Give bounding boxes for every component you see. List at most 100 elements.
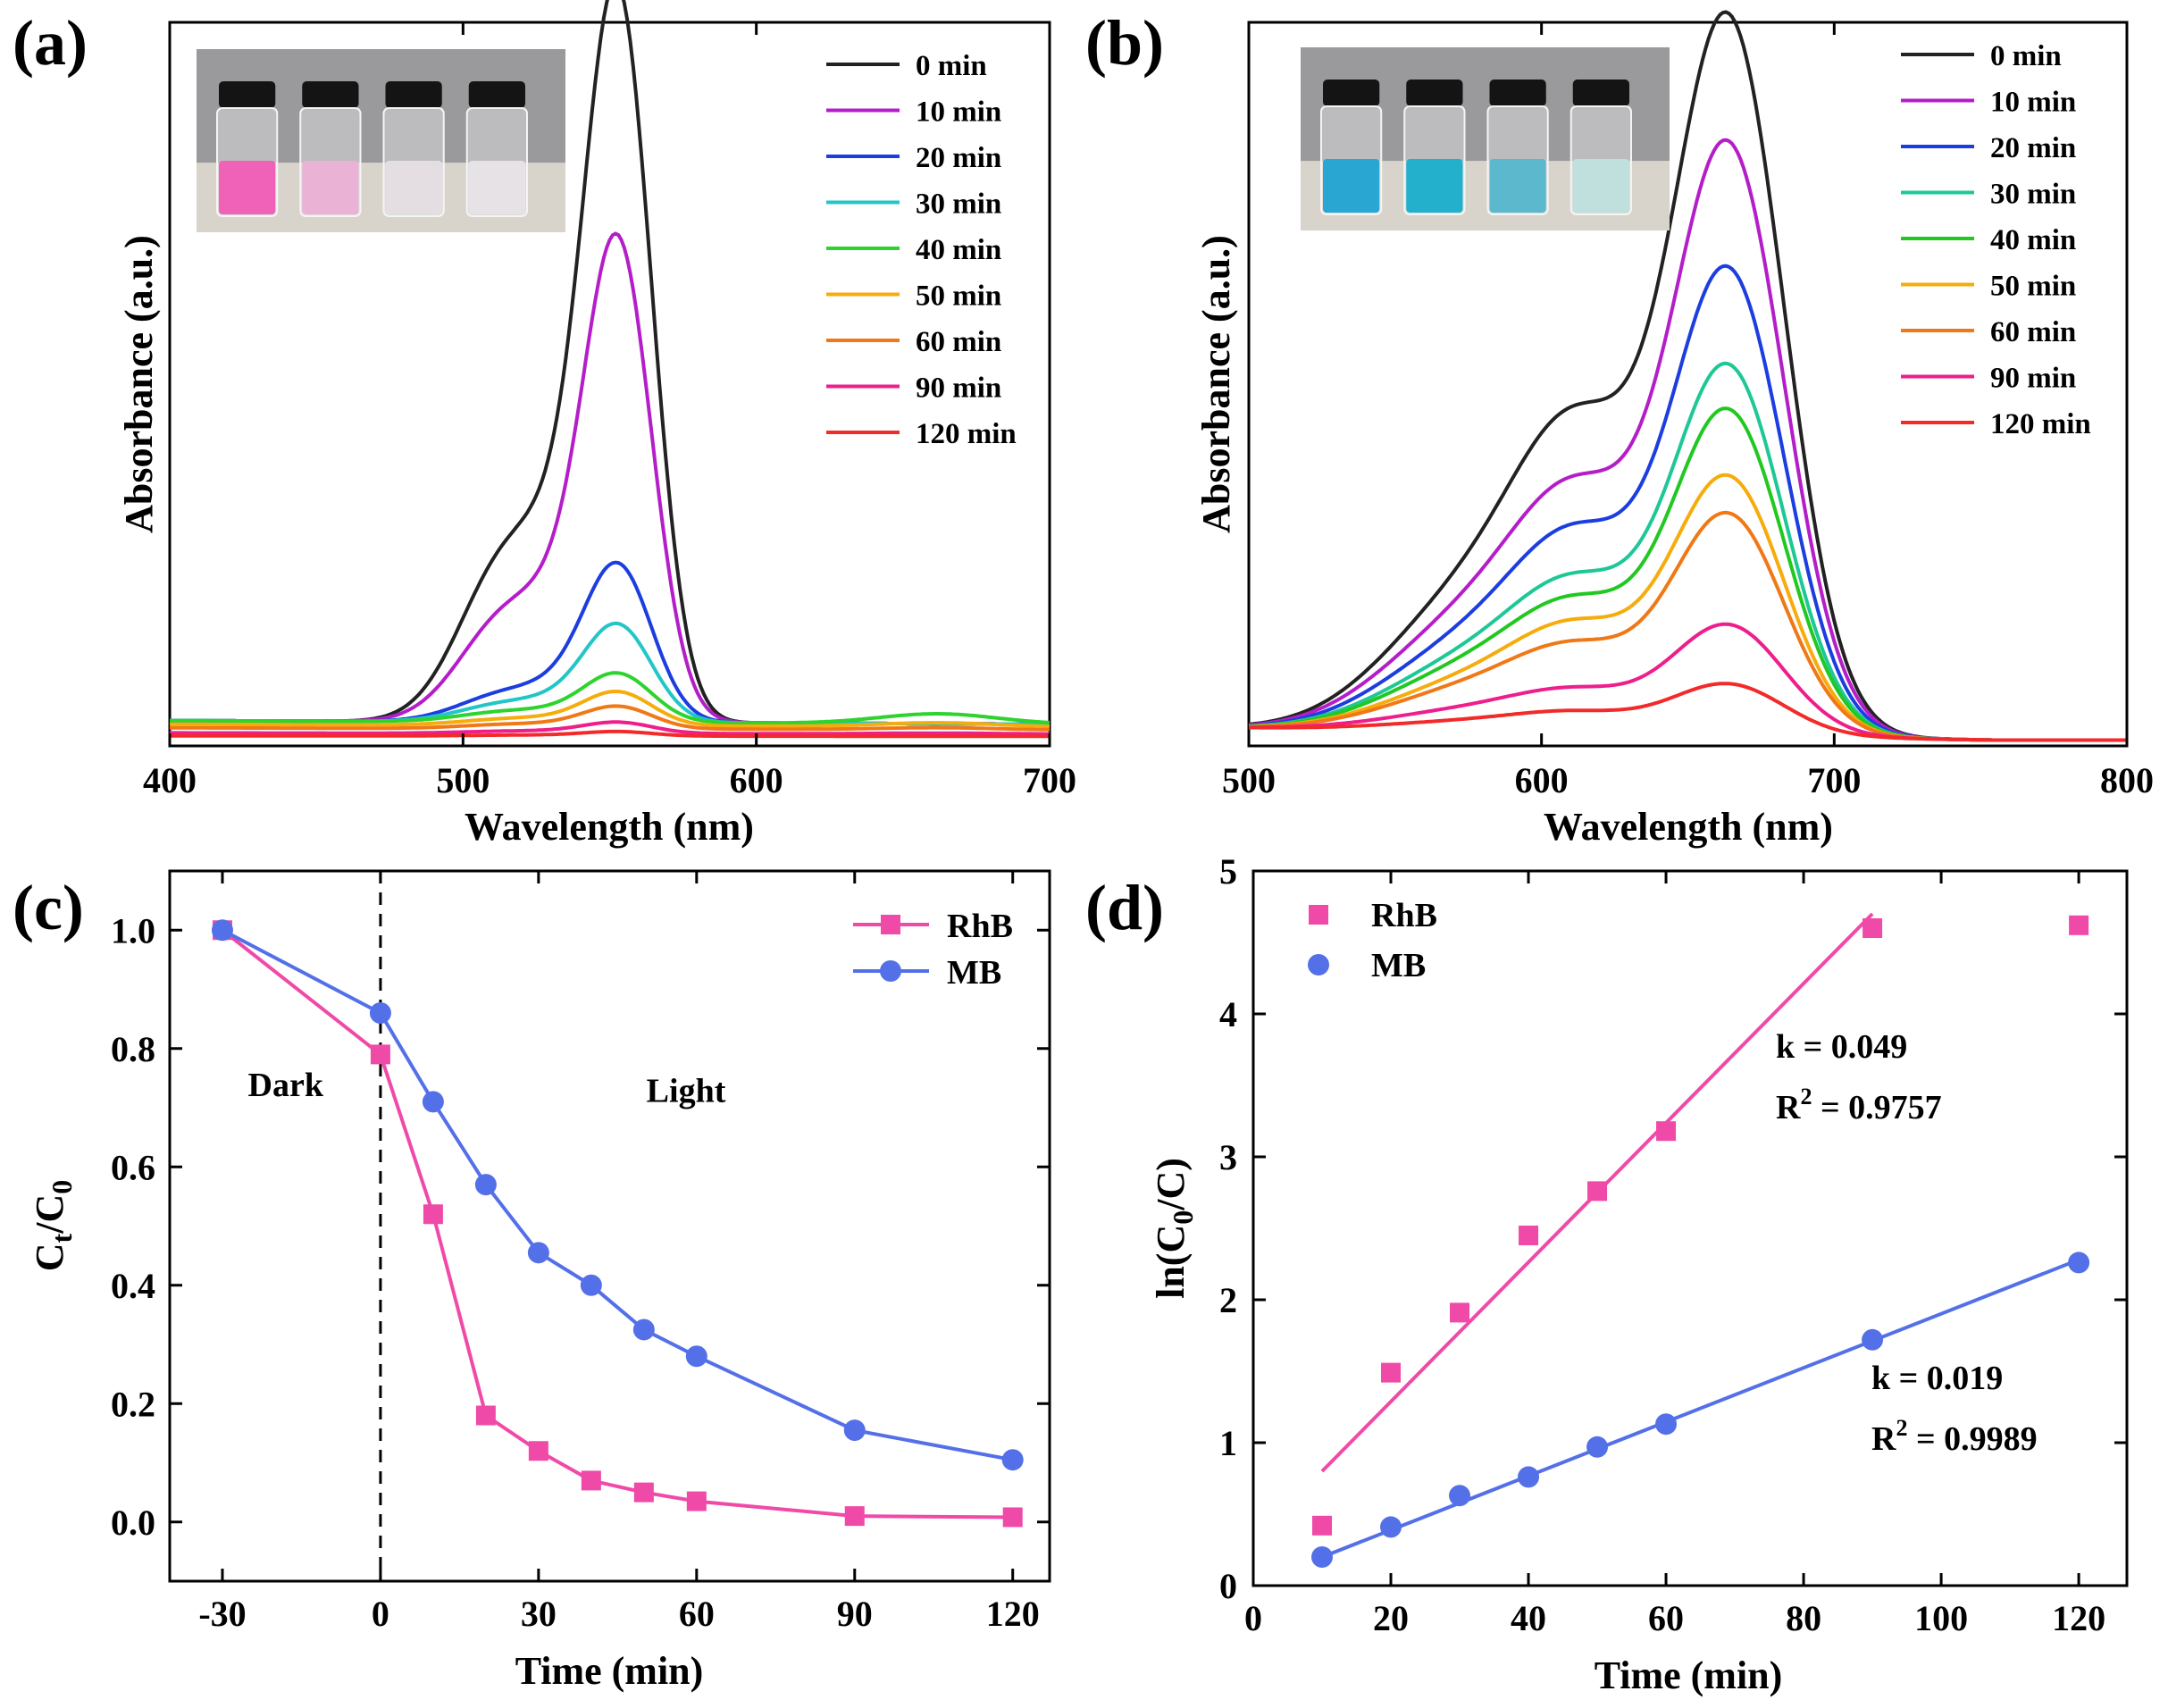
spectrum-curve-20-min [169, 560, 1050, 726]
r2-superscript: 2 [1800, 1084, 1812, 1109]
legend-entry-label: 90 min [1990, 363, 2076, 395]
panel-c-plot-frame [168, 869, 1051, 1583]
data-point-RhB [370, 1044, 390, 1065]
y-tick-label: 0.0 [111, 1503, 155, 1543]
legend-marker-MB [1308, 954, 1329, 975]
legend-entry-label: 60 min [1990, 316, 2076, 348]
panel-d-legend: RhB MB [1308, 897, 1437, 984]
panel-c-y-axis-label: Ct/C0 [28, 1180, 78, 1271]
series-line-RhB [221, 928, 1013, 1520]
data-point-RhB [1862, 918, 1883, 938]
x-tick-label: 20 [1373, 1598, 1409, 1638]
panel-a-y-axis-label: Absorbance (a.u.) [117, 235, 161, 533]
panel-c-series [211, 919, 1024, 1528]
panel-b-plot-frame [1247, 21, 2129, 748]
fit-r2-label-RhB: R2 = 0.9757 [1776, 1084, 1942, 1126]
panel-c-y-label-main: C [28, 1243, 71, 1271]
legend-entry-label: 60 min [916, 326, 1001, 358]
data-point-RhB [1312, 1515, 1333, 1536]
data-point-RhB [528, 1441, 548, 1461]
legend-entry-label: 40 min [1990, 224, 2076, 256]
vial-cap [385, 81, 442, 108]
spectrum-curve-120-min [1249, 682, 2127, 742]
panel-c-annotations: Dark Light [248, 1067, 726, 1110]
data-point-MB [632, 1319, 655, 1341]
vial-cap [1406, 80, 1463, 106]
spectrum-curve-120-min [170, 729, 1050, 739]
legend-entry-label: 20 min [1990, 132, 2076, 164]
panel-c-x-ticks: -30 0 30 60 90 120 [198, 871, 1040, 1634]
panel-d-fit-lines [1320, 912, 2080, 1559]
y-tick-label: 0.6 [111, 1147, 155, 1187]
y-tick-label: 5 [1219, 851, 1237, 892]
fit-line-MB [1321, 1258, 2080, 1559]
data-point-MB [1518, 1466, 1540, 1488]
panel-c-y-label-slash: /C [28, 1194, 71, 1235]
panel-d-y-label-pre: ln(C [1149, 1225, 1193, 1299]
legend-entry-label: 120 min [1990, 408, 2091, 440]
data-point-RhB [1450, 1302, 1470, 1323]
data-point-MB [2068, 1252, 2090, 1274]
panel-c-y-ticks: 0.0 0.2 0.4 0.6 0.8 1.0 [111, 910, 1050, 1543]
panel-d-x-ticks: 0 20 40 60 80 100 120 [1244, 871, 2105, 1638]
legend-marker-RhB [881, 915, 900, 934]
panel-d-plot-frame [1251, 869, 2129, 1587]
data-point-RhB [475, 1405, 496, 1426]
vial-solution [1489, 159, 1546, 213]
data-point-RhB [2069, 915, 2089, 935]
data-point-MB [1655, 1413, 1678, 1436]
vial-cap [302, 81, 359, 108]
spectrum-curve-90-min [170, 720, 1050, 736]
r2-letter: R [1871, 1420, 1896, 1458]
panel-b-x-axis-label: Wavelength (nm) [1544, 805, 1833, 849]
vial-solution [219, 161, 276, 214]
x-tick-label: 60 [1648, 1598, 1684, 1638]
panel-c-label: (c) [13, 872, 84, 943]
y-tick-label: 2 [1219, 1280, 1237, 1320]
x-tick-label: 500 [1222, 760, 1276, 800]
data-point-RhB [686, 1491, 707, 1511]
annotation-dark: Dark [248, 1067, 324, 1104]
data-point-MB [369, 1002, 391, 1024]
vial-solution [1323, 159, 1380, 213]
vial-cap [468, 81, 525, 108]
x-tick-label: 100 [1914, 1598, 1968, 1638]
data-point-RhB [633, 1482, 654, 1503]
fit-k-label-MB: k = 0.019 [1871, 1360, 2003, 1397]
series-line-MB [222, 928, 1014, 1462]
data-point-MB [1449, 1485, 1471, 1507]
x-tick-label: 0 [372, 1594, 389, 1634]
x-tick-label: 600 [1515, 760, 1569, 800]
data-point-RhB [581, 1470, 601, 1491]
x-tick-label: 700 [1807, 760, 1861, 800]
panel-c-x-axis-label: Time (min) [515, 1649, 704, 1693]
panel-c-y-label-sub-t: t [46, 1233, 78, 1243]
x-tick-label: 40 [1511, 1598, 1546, 1638]
vial-cap [1572, 80, 1629, 106]
panel-c-y-label-sub-0: 0 [46, 1180, 78, 1194]
panel-a-x-axis-label: Wavelength (nm) [465, 805, 754, 849]
x-tick-label: 500 [436, 760, 490, 800]
panel-b: (b) 0 min 10 min 20 min 30 min 40 min 50 min 6… [1085, 7, 2154, 849]
data-point-MB [843, 1419, 866, 1442]
data-point-RhB [423, 1204, 443, 1225]
legend-marker-MB [880, 960, 901, 982]
x-tick-label: 400 [143, 760, 197, 800]
x-tick-label: 120 [2052, 1598, 2105, 1638]
legend-entry-label: 40 min [916, 234, 1001, 266]
x-tick-label: 800 [2100, 760, 2154, 800]
legend-entry-label: 10 min [1990, 87, 2076, 119]
x-tick-label: 120 [986, 1594, 1040, 1634]
panel-c-legend: RhB MB [853, 908, 1013, 992]
panel-d-y-label-sub: 0 [1167, 1210, 1199, 1225]
panel-d-y-ticks: 0 1 2 3 4 5 [1219, 851, 2127, 1606]
data-point-MB [1586, 1436, 1609, 1458]
legend-entry-label: 0 min [916, 50, 987, 82]
vial-cap [1489, 80, 1546, 106]
spectrum-curve-50-min [170, 689, 1051, 729]
panel-b-y-axis-label: Absorbance (a.u.) [1194, 235, 1238, 533]
legend-entry-label: 90 min [916, 373, 1001, 405]
legend-entry-label: 0 min [1990, 40, 2062, 72]
